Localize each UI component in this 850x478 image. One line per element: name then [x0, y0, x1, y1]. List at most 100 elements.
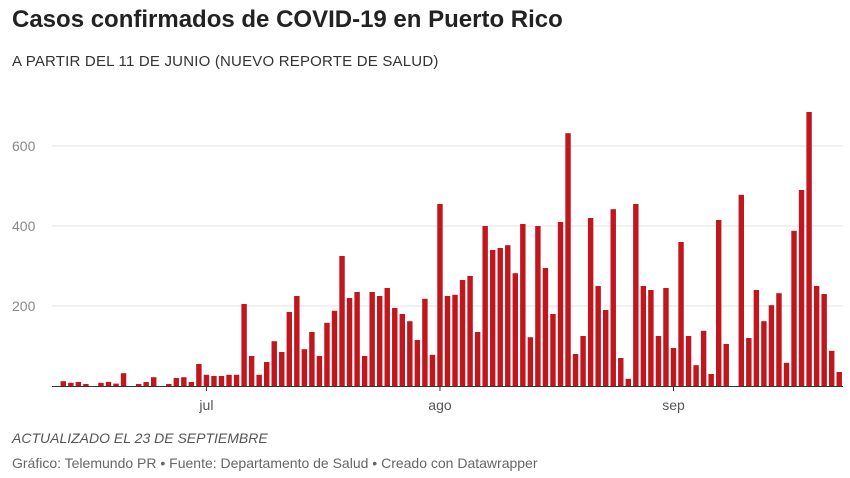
bar	[678, 242, 684, 386]
bar	[173, 378, 180, 386]
bar	[256, 374, 262, 386]
x-axis: jul ago sep	[52, 386, 843, 413]
bar	[700, 330, 707, 386]
bar	[542, 268, 549, 386]
bar	[482, 226, 488, 386]
bar	[452, 294, 458, 386]
bar	[324, 322, 330, 386]
bar	[738, 194, 745, 386]
bar	[572, 354, 579, 386]
bar	[715, 220, 722, 386]
bar	[670, 348, 677, 386]
bar	[512, 273, 519, 386]
bar	[527, 337, 534, 386]
bar	[708, 374, 714, 386]
bar	[392, 308, 398, 386]
chart-subtitle: A PARTIR DEL 11 DE JUNIO (NUEVO REPORTE …	[12, 53, 439, 70]
bar	[181, 377, 187, 386]
bar	[226, 374, 232, 386]
bar	[271, 341, 277, 386]
bar	[376, 296, 383, 386]
bar	[105, 382, 112, 386]
bar	[301, 349, 308, 386]
bar	[565, 133, 571, 386]
bar	[339, 256, 345, 386]
bar	[361, 356, 368, 386]
bar	[98, 382, 104, 386]
bar	[444, 296, 451, 386]
bar	[407, 321, 413, 386]
bar	[655, 336, 662, 386]
bar	[188, 382, 195, 386]
bar	[535, 226, 541, 386]
bar	[331, 310, 338, 386]
bar	[497, 248, 503, 386]
bar	[633, 204, 639, 386]
updated-note: ACTUALIZADO EL 23 DE SEPTIEMBRE	[12, 430, 268, 446]
bar	[75, 382, 82, 386]
bar	[489, 250, 496, 386]
bar	[309, 332, 315, 386]
bar	[640, 286, 647, 386]
y-tick-label: 600	[12, 138, 36, 154]
x-tick-label: ago	[428, 397, 452, 413]
x-tick-label: sep	[662, 397, 685, 413]
bar	[196, 364, 202, 386]
bar	[821, 294, 827, 386]
bar	[595, 286, 601, 386]
bar	[768, 305, 775, 386]
bar-chart: 200 400 600 jul ago sep	[12, 112, 843, 413]
bar	[459, 280, 466, 386]
bar	[723, 344, 729, 386]
bar	[693, 365, 699, 386]
bar	[241, 304, 247, 386]
bar	[384, 288, 390, 386]
bar	[233, 374, 240, 386]
bar	[316, 356, 323, 386]
bar	[580, 336, 586, 386]
bar	[279, 352, 285, 386]
bar	[776, 293, 782, 386]
bar	[218, 376, 225, 386]
bar	[135, 384, 142, 386]
bar	[83, 384, 89, 386]
bar	[791, 230, 797, 386]
bar	[120, 373, 127, 386]
bar	[618, 358, 624, 386]
bar	[648, 290, 654, 386]
bar	[625, 378, 632, 386]
bar	[263, 362, 270, 386]
bar	[836, 372, 842, 386]
bar	[474, 332, 481, 386]
bar	[437, 204, 443, 386]
bar	[783, 362, 790, 386]
bar	[610, 209, 616, 386]
bar	[211, 376, 217, 386]
bar	[663, 288, 669, 386]
bar	[429, 354, 436, 386]
y-tick-label: 400	[12, 218, 36, 234]
bar	[203, 374, 210, 386]
bar	[602, 310, 609, 386]
bar	[685, 336, 692, 386]
bar	[354, 292, 360, 386]
bar	[828, 350, 835, 386]
bar	[505, 245, 511, 386]
bar	[557, 222, 564, 386]
bar	[813, 286, 820, 386]
bar	[806, 112, 812, 386]
bar	[520, 224, 526, 386]
y-tick-label: 200	[12, 298, 36, 314]
bar	[550, 314, 556, 386]
bar	[294, 296, 300, 386]
credits-line: Gráfico: Telemundo PR • Fuente: Departam…	[12, 455, 538, 471]
bar	[286, 312, 293, 386]
bar	[113, 383, 119, 386]
chart-title: Casos confirmados de COVID-19 en Puerto …	[12, 6, 563, 33]
bar	[399, 314, 406, 386]
bar	[248, 356, 255, 386]
bar	[467, 276, 473, 386]
bar	[369, 292, 375, 386]
bars-group	[60, 112, 842, 386]
bar	[414, 340, 421, 386]
